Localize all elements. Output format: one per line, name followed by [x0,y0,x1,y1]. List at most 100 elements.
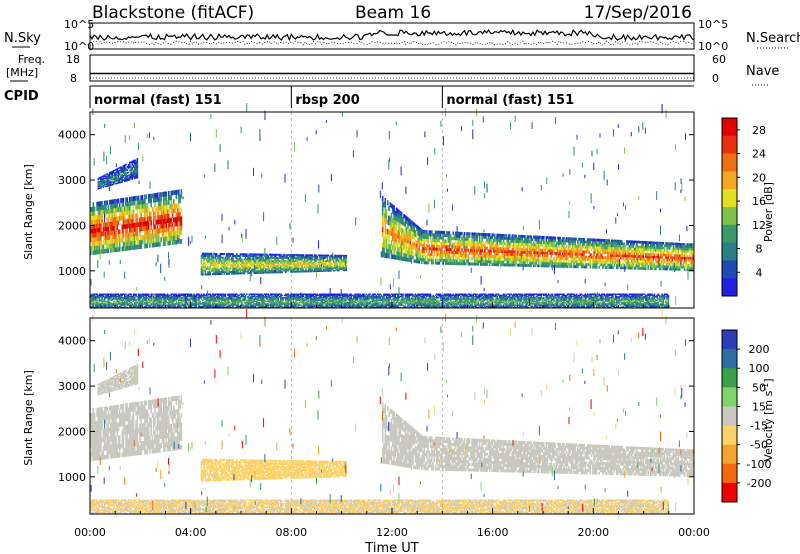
power-cell [173,231,175,236]
power-cell [118,180,121,182]
power-cell [141,221,144,227]
power-cell [97,223,100,229]
power-cell [102,227,105,232]
power-cell [305,267,307,270]
power-cell [213,262,215,265]
power-cell [234,260,237,263]
power-cell [175,194,178,200]
power-cell [236,260,238,263]
power-cell [156,206,159,211]
power-cell [136,164,139,167]
power-cell [145,207,147,213]
power-cell [145,230,147,235]
power-cell [600,253,603,257]
power-cell [296,254,298,256]
power-cell [653,253,656,256]
power-cell [292,258,295,261]
power-cell [210,254,213,257]
power-cell [130,223,132,228]
power-cell [638,264,641,268]
freq-right-tick-high: 60 [712,53,726,66]
power-cell [644,267,647,270]
power-cell [131,245,134,250]
power-cell [132,227,135,233]
power-cell [266,265,268,267]
power-cell [141,199,144,205]
power-cell [584,258,587,261]
power-cell [222,262,224,265]
power-cell [204,264,207,267]
power-cell [280,255,282,258]
power-cell [204,252,207,255]
power-cell [281,255,283,258]
power-cell [127,165,130,168]
power-cell [307,270,310,273]
power-cell [154,211,156,216]
power-cell [125,168,127,170]
cpid-segment-label: rbsp 200 [295,93,359,108]
power-cell [203,269,205,272]
power-cell [553,241,555,245]
power-cell [141,226,144,231]
power-cell [151,233,154,239]
power-cell [164,218,166,224]
power-cell [254,256,257,259]
power-cell [135,235,137,241]
power-cell [118,169,121,172]
power-cell [136,235,139,241]
power-cell [264,263,267,266]
power-cell [92,237,95,242]
power-cell [278,257,281,259]
power-cell [295,270,297,273]
power-cell [97,206,100,211]
power-cell [115,182,117,185]
power-cell [229,263,232,266]
power-cell [145,234,147,240]
power-cell [427,261,429,265]
power-cell [292,267,295,270]
power-cell [160,210,163,215]
power-cell [553,249,555,253]
power-cell [164,205,166,210]
power-cell [426,247,428,251]
power-cell [115,177,117,180]
power-cell [125,197,127,203]
power-cell [453,248,456,252]
power-cell [116,216,118,222]
power-cell [97,201,100,207]
power-cell [112,243,115,248]
power-cell [112,203,115,209]
power-cell [92,250,95,255]
power-cell [256,261,258,264]
power-cell [259,256,262,259]
power-cell [534,256,536,260]
power-cell [91,237,93,243]
power-cell [146,243,149,249]
power-cell [134,245,136,250]
power-cell [107,217,110,223]
power-cell [110,243,112,249]
power-cell [105,178,107,180]
power-cell [106,226,108,232]
power-cell [214,267,217,270]
power-cell [105,183,107,186]
power-cell [225,260,228,263]
power-cell [305,269,307,271]
power-cell [556,246,559,250]
power-cell [113,177,116,179]
power-cell [97,185,100,187]
power-cell [95,249,97,255]
power-cell [220,269,223,272]
power-cell [293,267,296,270]
power-cell [176,203,179,209]
power-cell [269,265,272,267]
power-cell [217,262,219,265]
power-cell [629,257,632,260]
power-cell [217,269,219,272]
power-cell [283,261,286,264]
power-cell [120,237,122,243]
nsky-panel: N.Sky 10^5 10^0 10^5 10^0 N.Search [4,18,800,53]
power-cell [129,166,131,169]
power-cell [267,260,269,263]
power-cell [113,179,116,182]
